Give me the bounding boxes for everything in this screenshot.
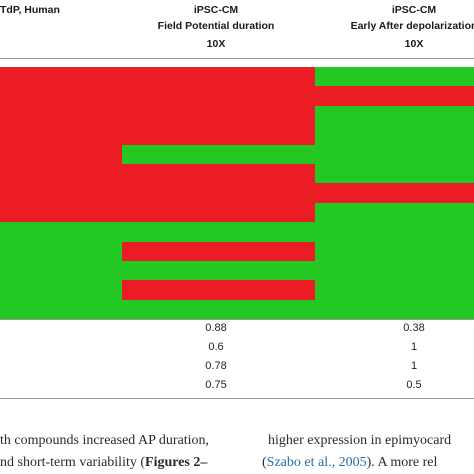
- heatmap-cell: [0, 86, 122, 106]
- heatmap-cell: [315, 242, 474, 261]
- heatmap-cell: [315, 280, 474, 300]
- value-col2-row1: 0.88: [205, 322, 227, 334]
- body-left-line2-text: nd short-term variability (: [0, 455, 146, 470]
- heatmap-cell: [315, 125, 474, 145]
- heatmap-cell: [315, 86, 474, 106]
- body-right-line2: (Szabo et al., 2005). A more rel: [262, 455, 437, 471]
- body-right-line1-text: higher expression in epimyocard: [268, 433, 452, 448]
- header-col2-line1: iPSC-CM: [193, 4, 239, 16]
- value-col3-row1: 0.38: [403, 322, 425, 334]
- heatmap-cell: [122, 164, 315, 183]
- heatmap-cell: [122, 67, 315, 86]
- heatmap-cell: [315, 67, 474, 86]
- figure-reference[interactable]: Figures 2–: [145, 455, 208, 470]
- heatmap-cell: [0, 280, 122, 300]
- heatmap-cell: [0, 164, 122, 183]
- body-left-line1: th compounds increased AP duration,: [0, 433, 209, 449]
- heatmap-cell: [0, 125, 122, 145]
- heatmap-cell: [122, 222, 315, 242]
- table-bottom-divider: [0, 398, 474, 399]
- value-col2-row2: 0.6: [208, 341, 224, 353]
- citation-link[interactable]: Szabo et al., 2005: [266, 455, 367, 470]
- heatmap-cell: [0, 300, 122, 319]
- heatmap-cell: [315, 261, 474, 280]
- heatmap-cell: [0, 222, 122, 242]
- heatmap-cell: [0, 67, 122, 86]
- heatmap-cell: [315, 300, 474, 319]
- heatmap-cell: [0, 242, 122, 261]
- heatmap-cell: [0, 106, 122, 125]
- heatmap-cell: [315, 222, 474, 242]
- value-col2-row4: 0.75: [205, 379, 227, 391]
- heatmap-cell: [315, 164, 474, 183]
- heatmap-cell: [0, 203, 122, 222]
- heatmap-cell: [315, 183, 474, 203]
- header-col3-line2: Early After depolarization: [350, 20, 474, 32]
- heatmap-cell: [315, 203, 474, 222]
- body-right-line2-post: ). A more rel: [366, 455, 438, 470]
- heatmap-cell: [122, 280, 315, 300]
- heatmap-cell: [0, 183, 122, 203]
- value-col3-row2: 1: [410, 341, 418, 353]
- heatmap-cell: [122, 145, 315, 164]
- heatmap-cell: [122, 86, 315, 106]
- header-col1-title: TdP, Human: [0, 4, 60, 16]
- heatmap-cell: [315, 145, 474, 164]
- body-left-line1-text: th compounds increased AP duration,: [0, 433, 210, 448]
- header-col2-line3: 10X: [206, 38, 226, 50]
- header-divider: [0, 58, 474, 59]
- header-col3-line1: iPSC-CM: [391, 4, 437, 16]
- heatmap-cell: [122, 261, 315, 280]
- heatmap-cell: [122, 106, 315, 125]
- header-col3-line3: 10X: [404, 38, 424, 50]
- heatmap-cell: [122, 125, 315, 145]
- heatmap-cell: [122, 203, 315, 222]
- header-col2-line2: Field Potential duration: [157, 20, 275, 32]
- body-right-line2-pre: (: [262, 455, 267, 470]
- value-col2-row3: 0.78: [205, 360, 227, 372]
- body-left-line2: nd short-term variability (Figures 2–: [0, 455, 207, 471]
- heatmap-cell: [315, 106, 474, 125]
- heatmap-cell: [122, 300, 315, 319]
- body-right-line1: higher expression in epimyocard: [268, 433, 451, 449]
- heatmap-bottom-divider: [0, 319, 474, 320]
- heatmap-cell: [122, 183, 315, 203]
- heatmap-cell: [0, 145, 122, 164]
- heatmap-cell: [0, 261, 122, 280]
- heatmap-cell: [122, 242, 315, 261]
- value-col3-row3: 1: [410, 360, 418, 372]
- heatmap-grid: [0, 67, 474, 319]
- value-col3-row4: 0.5: [406, 379, 422, 391]
